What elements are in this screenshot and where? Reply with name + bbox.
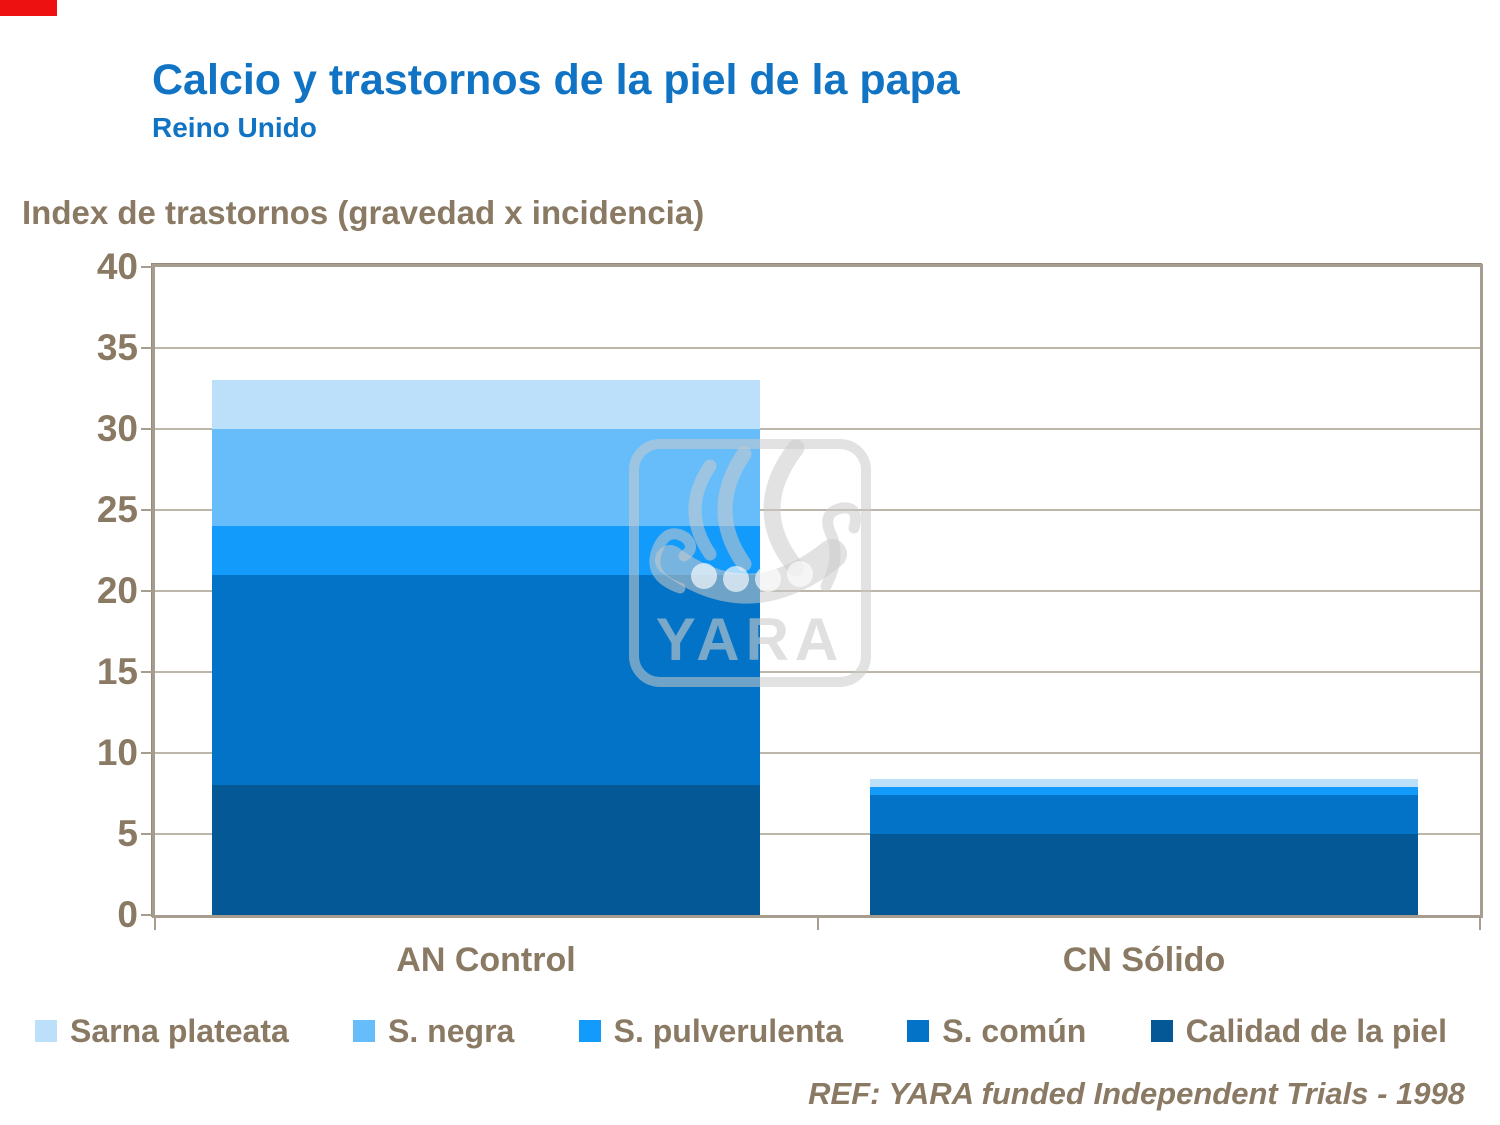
- legend-swatch: [35, 1020, 57, 1042]
- slide-corner-red-block: [0, 0, 57, 16]
- reference-footer: REF: YARA funded Independent Trials - 19…: [808, 1076, 1465, 1111]
- y-tick-mark: [141, 671, 155, 673]
- legend-item: Calidad de la piel: [1150, 1012, 1447, 1050]
- y-axis-title: Index de trastornos (gravedad x incidenc…: [22, 194, 705, 231]
- y-tick-mark: [141, 428, 155, 430]
- y-tick-label: 0: [117, 894, 138, 935]
- legend-label: Sarna plateata: [70, 1012, 289, 1049]
- y-tick-mark: [141, 833, 155, 835]
- legend-swatch: [1150, 1020, 1173, 1042]
- bar-segment: [212, 429, 760, 526]
- y-tick-mark: [141, 347, 155, 349]
- bar-segment: [212, 574, 760, 785]
- legend-label: S. pulverulenta: [613, 1012, 843, 1049]
- stacked-bar: [870, 267, 1418, 915]
- legend-swatch: [353, 1020, 376, 1042]
- bar-segment: [870, 787, 1418, 795]
- y-tick-label: 30: [96, 408, 138, 449]
- y-tick-mark: [141, 590, 155, 592]
- y-tick-mark: [141, 752, 155, 754]
- bar-segment: [212, 785, 760, 915]
- plot-area: AN Control CN Sólido: [152, 264, 1483, 979]
- y-tick-label: 15: [96, 651, 138, 692]
- gridline: [155, 752, 1480, 754]
- legend-label: Calidad de la piel: [1185, 1012, 1447, 1049]
- bar-segment: [870, 779, 1418, 787]
- legend-item: S. común: [907, 1013, 1086, 1050]
- page-title: Calcio y trastornos de la piel de la pap…: [152, 56, 960, 104]
- legend-item: Sarna plateata: [35, 1013, 289, 1050]
- bar-segment: [212, 526, 760, 575]
- y-axis: 0 5 10 15 20 25 30 35 40: [0, 247, 138, 935]
- y-tick-label: 25: [96, 489, 138, 530]
- page-subtitle: Reino Unido: [152, 112, 317, 143]
- bar-segment: [212, 380, 760, 429]
- bar-segment: [870, 795, 1418, 834]
- category-label: AN Control: [396, 941, 576, 979]
- bar-segment: [870, 834, 1418, 915]
- legend-item: S. pulverulenta: [578, 1012, 843, 1050]
- legend-swatch: [578, 1020, 601, 1042]
- y-tick-label: 10: [96, 732, 138, 773]
- legend-item: S. negra: [353, 1013, 514, 1050]
- legend-swatch: [907, 1020, 930, 1042]
- y-tick-mark: [141, 266, 155, 268]
- legend-label: S. común: [942, 1012, 1087, 1049]
- category-label: CN Sólido: [1062, 941, 1226, 979]
- y-tick-mark: [141, 914, 155, 916]
- y-tick-label: 5: [117, 813, 138, 854]
- x-tick-mark: [154, 918, 156, 930]
- y-tick-label: 35: [96, 327, 138, 368]
- gridline: [155, 833, 1480, 835]
- y-tick-label: 20: [96, 570, 138, 611]
- x-tick-mark: [816, 918, 819, 930]
- gridline: [155, 428, 1480, 430]
- y-tick-label: 40: [96, 246, 138, 287]
- chart-legend: Sarna plateata S. negra S. pulverulenta S. …: [35, 1006, 1447, 1056]
- stacked-bar: [212, 267, 760, 915]
- y-tick-mark: [141, 509, 155, 511]
- x-tick-mark: [1479, 918, 1481, 930]
- gridline: [155, 347, 1480, 349]
- legend-label: S. negra: [388, 1012, 515, 1049]
